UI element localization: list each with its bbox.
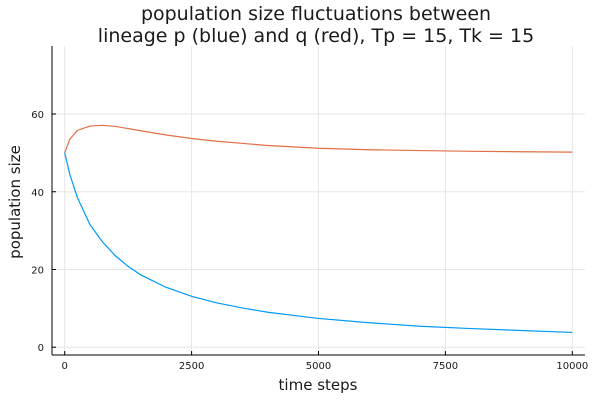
ticks: 0 2500 5000 7500 10000 0 20 40 60 <box>31 110 588 372</box>
chart-title-line: lineage p (blue) and q (red), Tp = 15, T… <box>98 25 534 47</box>
x-tick-label: 10000 <box>556 361 588 372</box>
y-tick-label: 40 <box>31 188 44 199</box>
chart-title: population size fluctuations between line… <box>98 3 534 47</box>
x-tick-label: 5000 <box>306 361 331 372</box>
y-tick-label: 0 <box>38 343 44 354</box>
x-tick-label: 0 <box>62 361 68 372</box>
chart-title-line: population size fluctuations between <box>141 3 491 25</box>
y-tick-label: 20 <box>31 265 44 276</box>
series-line <box>64 152 573 334</box>
grid <box>52 46 585 355</box>
x-tick-label: 7500 <box>433 361 458 372</box>
series-line <box>64 124 573 154</box>
x-tick-label: 2500 <box>179 361 204 372</box>
x-axis-label: time steps <box>279 376 358 394</box>
y-tick-label: 60 <box>31 110 44 121</box>
y-axis-label: population size <box>6 145 24 259</box>
series-layer <box>64 124 573 334</box>
